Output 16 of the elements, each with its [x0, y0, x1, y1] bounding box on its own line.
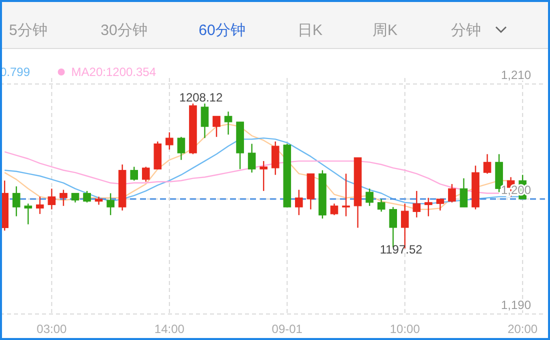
y-tick-label: 1,210	[500, 68, 532, 82]
text: 5分钟	[9, 22, 48, 39]
x-tick-label: 10:00	[390, 322, 420, 336]
x-tick-label: 20:00	[508, 322, 538, 336]
text: 分钟	[451, 22, 481, 39]
x-tick-label: 14:00	[154, 322, 185, 336]
annotation: 1208.12	[179, 90, 223, 105]
legend-label: MA20:1200.354	[71, 65, 156, 79]
y-tick-label: 1,190	[500, 298, 532, 312]
x-tick-label: 09-01	[272, 322, 303, 336]
text: 周K	[372, 22, 398, 39]
annotation: 1197.52	[380, 242, 423, 257]
x-tick-label: 03:00	[36, 322, 68, 336]
text: 30分钟	[100, 22, 148, 39]
text: 日K	[297, 22, 323, 39]
text: 60分钟	[198, 22, 246, 39]
